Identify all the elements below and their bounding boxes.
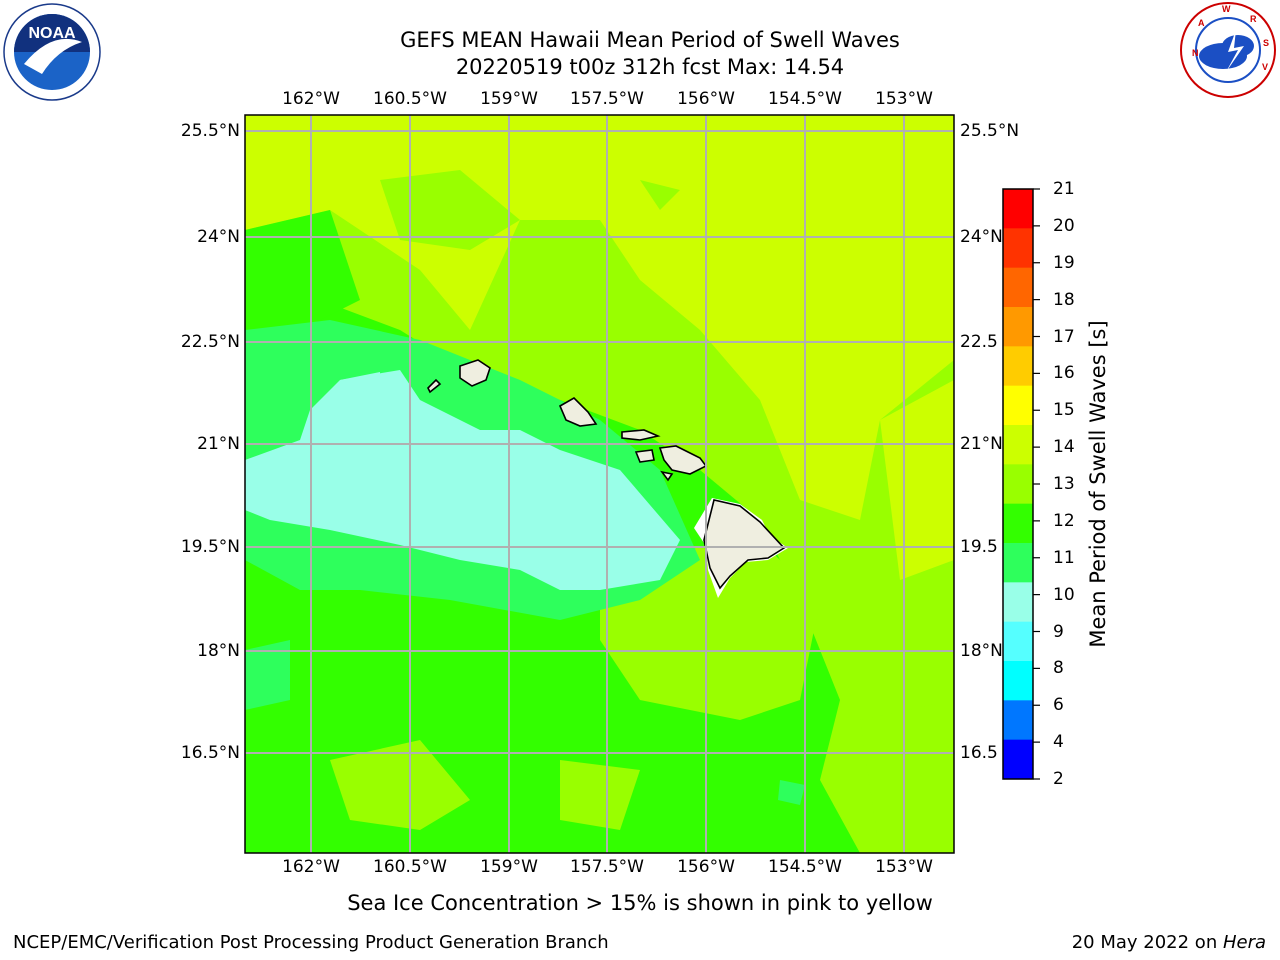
lon-tick-top: 154.5°W	[768, 89, 842, 109]
lon-tick-bottom: 160.5°W	[373, 857, 447, 877]
lon-tick-bottom: 156°W	[677, 857, 735, 877]
colorbar-segment	[1003, 189, 1033, 229]
lat-tick-left: 16.5°N	[180, 743, 240, 763]
colorbar-tick-label: 15	[1053, 400, 1075, 421]
colorbar-tick-label: 6	[1053, 695, 1064, 716]
footer-date-text: 20 May 2022 on	[1071, 932, 1223, 953]
lat-tick-right: 22.5	[960, 332, 998, 352]
lat-tick-left: 24°N	[197, 227, 240, 247]
colorbar-segment	[1003, 543, 1033, 583]
lon-tick-top: 153°W	[875, 89, 933, 109]
colorbar	[1003, 188, 1040, 780]
noaa-logo-text: NOAA	[28, 25, 76, 42]
lon-tick-top: 156°W	[677, 89, 735, 109]
colorbar-segment	[1003, 425, 1033, 465]
colorbar-segment	[1003, 503, 1033, 544]
lon-tick-bottom: 162°W	[282, 857, 340, 877]
colorbar-segment	[1003, 307, 1033, 347]
colorbar-segment	[1003, 621, 1033, 662]
map-title: GEFS MEAN Hawaii Mean Period of Swell Wa…	[400, 28, 900, 52]
svg-text:S: S	[1263, 38, 1269, 48]
lon-tick-top: 162°W	[282, 89, 340, 109]
colorbar-segment	[1003, 739, 1033, 780]
svg-text:N: N	[1192, 48, 1199, 58]
lon-tick-bottom: 157.5°W	[570, 857, 644, 877]
graticule	[245, 115, 954, 853]
lat-tick-left: 25.5°N	[180, 121, 240, 141]
lat-tick-left: 18°N	[197, 641, 240, 661]
colorbar-segment	[1003, 346, 1033, 387]
svg-text:A: A	[1198, 18, 1205, 28]
lat-tick-right: 19.5	[960, 537, 998, 557]
map-frame	[244, 114, 955, 854]
lon-tick-top: 159°W	[480, 89, 538, 109]
colorbar-axis-label: Mean Period of Swell Waves [s]	[1086, 320, 1110, 648]
lat-tick-right: 21°N	[960, 434, 1003, 454]
colorbar-tick-label: 13	[1053, 474, 1075, 494]
colorbar-tick-label: 12	[1053, 510, 1075, 531]
colorbar-segment	[1003, 228, 1033, 269]
lon-tick-bottom: 154.5°W	[768, 857, 842, 877]
colorbar-segment	[1003, 385, 1033, 426]
colorbar-segment	[1003, 464, 1033, 505]
lat-tick-right: 24°N	[960, 227, 1003, 247]
colorbar-tick-label: 8	[1053, 658, 1064, 679]
lon-tick-top: 160.5°W	[373, 89, 447, 109]
lon-tick-bottom: 159°W	[480, 857, 538, 877]
nws-logo: N A W R S V	[1178, 0, 1278, 100]
lat-tick-left: 22.5°N	[180, 332, 240, 352]
colorbar-segment	[1003, 267, 1033, 308]
colorbar-tick-label: 10	[1053, 584, 1075, 605]
lat-tick-right: 16.5	[960, 743, 998, 763]
lat-tick-right: 25.5°N	[960, 121, 1020, 141]
lat-tick-left: 21°N	[197, 434, 240, 454]
map-subtitle: 20220519 t00z 312h fcst Max: 14.54	[455, 55, 845, 79]
svg-text:W: W	[1222, 4, 1231, 14]
colorbar-tick-label: 14	[1053, 437, 1075, 458]
svg-text:V: V	[1262, 62, 1268, 72]
colorbar-tick-label: 17	[1053, 326, 1075, 347]
lat-tick-right: 18°N	[960, 641, 1003, 661]
colorbar-tick-label: 21	[1053, 179, 1075, 199]
colorbar-tick-label: 11	[1053, 547, 1075, 568]
colorbar-tick-label: 18	[1053, 289, 1075, 310]
lat-tick-left: 19.5°N	[180, 537, 240, 557]
noaa-logo: NOAA	[2, 2, 102, 102]
footer-branch: NCEP/EMC/Verification Post Processing Pr…	[13, 932, 609, 953]
colorbar-frame	[1002, 188, 1034, 780]
sea-ice-caption: Sea Ice Concentration > 15% is shown in …	[347, 891, 933, 915]
lon-tick-top: 157.5°W	[570, 89, 644, 109]
colorbar-tick-label: 19	[1053, 252, 1075, 273]
colorbar-segment	[1003, 582, 1033, 623]
colorbar-tick-label: 16	[1053, 363, 1075, 384]
colorbar-tick-label: 9	[1053, 621, 1064, 642]
svg-text:R: R	[1250, 14, 1257, 24]
footer-host: Hera	[1222, 932, 1266, 953]
footer-date: 20 May 2022 on Hera	[1072, 932, 1266, 953]
colorbar-tick-label: 2	[1053, 769, 1064, 789]
colorbar-tick-label: 20	[1053, 215, 1075, 236]
colorbar-tick-label: 4	[1053, 732, 1064, 753]
colorbar-segment	[1003, 700, 1033, 741]
colorbar-segment	[1003, 661, 1033, 701]
lon-tick-bottom: 153°W	[875, 857, 933, 877]
swell-period-field	[245, 115, 954, 853]
